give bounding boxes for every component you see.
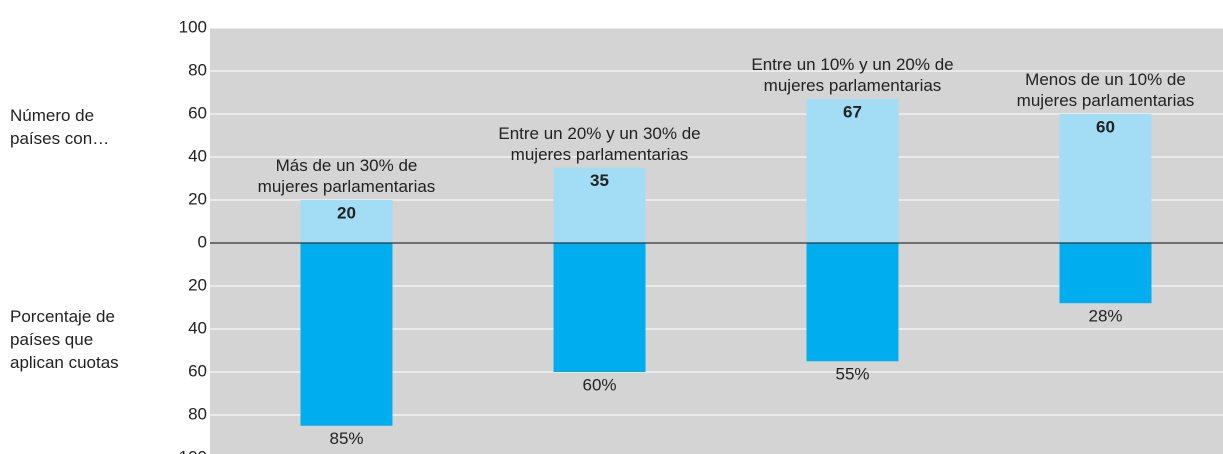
series-label: Número de países con… (10, 106, 110, 148)
data-label: 60 (1096, 117, 1115, 136)
data-label: 35 (590, 171, 609, 190)
category-label: Entre un 20% y un 30% de mujeres parlame… (498, 123, 701, 164)
data-label: 67 (843, 102, 862, 121)
bar (806, 243, 899, 362)
y-tick-label: 80 (188, 60, 207, 79)
bar (806, 98, 899, 243)
data-label: 55% (835, 365, 869, 384)
y-tick-label: 20 (188, 275, 207, 294)
bar (553, 243, 646, 372)
data-label: 28% (1088, 307, 1122, 326)
bar (300, 200, 393, 243)
data-label: 60% (582, 375, 616, 394)
bar (300, 243, 393, 426)
y-tick-label: 0 (198, 232, 207, 251)
series-label: Porcentaje de países que aplican cuotas (10, 307, 119, 372)
y-tick-label: 20 (188, 189, 207, 208)
data-label: 85% (329, 429, 363, 448)
y-tick-label: 60 (188, 103, 207, 122)
y-tick-label: 100 (179, 447, 207, 454)
y-tick-label: 40 (188, 146, 207, 165)
category-label: Menos de un 10% de mujeres parlamentaria… (1016, 70, 1195, 110)
data-label: 20 (337, 203, 356, 222)
y-tick-label: 100 (179, 17, 207, 36)
y-tick-label: 60 (188, 361, 207, 380)
category-label: Entre un 10% y un 20% de mujeres parlame… (751, 54, 954, 95)
y-tick-label: 40 (188, 318, 207, 337)
bar (1059, 243, 1152, 304)
bar (553, 167, 646, 243)
category-label: Más de un 30% de mujeres parlamentarias (257, 156, 436, 196)
bar (1059, 114, 1152, 243)
y-tick-label: 80 (188, 404, 207, 423)
